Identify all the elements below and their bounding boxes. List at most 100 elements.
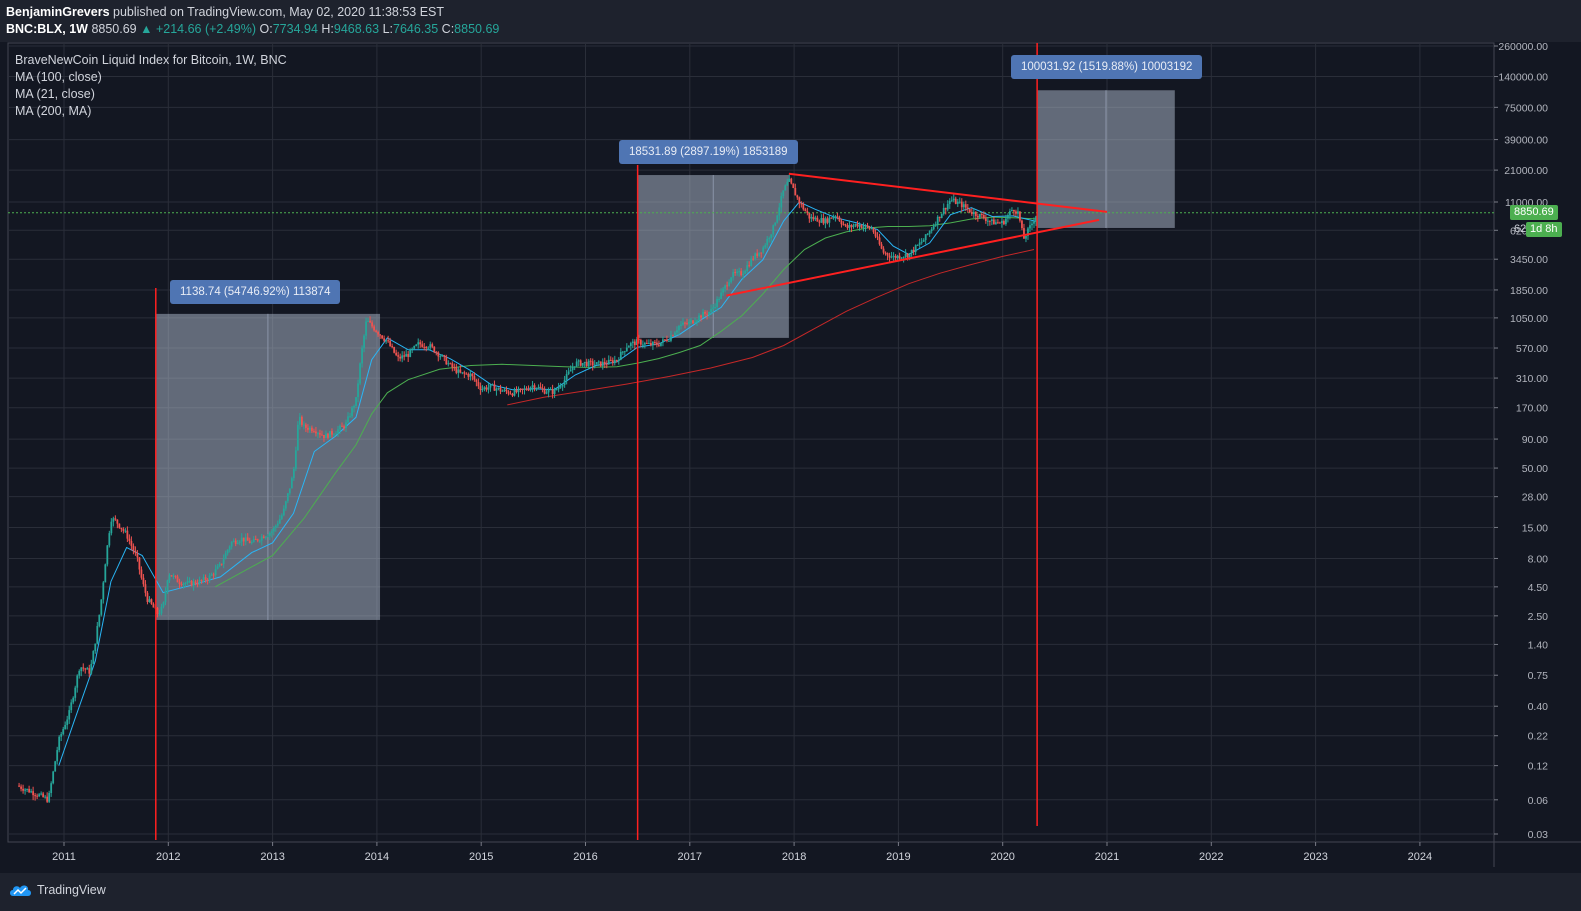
candle-body (1003, 220, 1005, 225)
candle-body (487, 387, 490, 390)
candle-body (373, 326, 375, 331)
candle-body (718, 298, 720, 300)
y-tick-label: 2.50 (1528, 611, 1549, 623)
x-tick-label: 2014 (365, 851, 389, 863)
candle-body (754, 253, 757, 260)
candle-body (319, 433, 321, 435)
candle-body (499, 387, 502, 392)
candle-body (124, 530, 127, 532)
candle-body (252, 538, 255, 542)
candle-body (230, 542, 233, 547)
candle-body (639, 339, 642, 345)
candle-body (798, 197, 801, 204)
candle-body (525, 388, 528, 390)
candle-body (780, 196, 783, 208)
candle-body (660, 342, 662, 346)
candle-body (878, 237, 881, 245)
candle-body (668, 340, 670, 342)
candle-body (264, 536, 267, 539)
measure-label-3[interactable]: 100031.92 (1519.88%) 10003192 (1011, 55, 1203, 79)
candle-body (686, 323, 688, 325)
candle-body (998, 222, 1001, 224)
x-tick-label: 2012 (156, 851, 180, 863)
candle-body (527, 389, 530, 391)
y-tick-label: 0.22 (1528, 731, 1549, 743)
candle-body (996, 222, 999, 224)
candle-body (916, 244, 919, 246)
candle-body (467, 373, 470, 377)
legend-title[interactable]: BraveNewCoin Liquid Index for Bitcoin, 1… (15, 53, 287, 67)
candle-body (60, 734, 63, 737)
candle-body (758, 252, 761, 256)
tradingview-brand[interactable]: TradingView (8, 883, 106, 897)
candle-body (501, 390, 504, 392)
candle-body (270, 531, 273, 533)
candle-body (68, 710, 71, 720)
candle-body (890, 256, 893, 258)
candle-body (26, 788, 28, 790)
candle-body (160, 606, 163, 614)
y-tick-label: 0.40 (1528, 701, 1549, 713)
candle-body (116, 519, 119, 524)
candle-body (146, 592, 149, 602)
y-tick-label: 170.00 (1516, 403, 1548, 415)
candle-body (573, 366, 576, 368)
y-tick-label: 4.50 (1528, 582, 1549, 594)
candle-body (862, 226, 865, 228)
candle-body (158, 613, 161, 615)
candle-body (238, 541, 241, 543)
candle-body (854, 224, 857, 226)
candle-body (531, 385, 534, 388)
candle-body (609, 359, 612, 361)
legend-ma21[interactable]: MA (21, close) (15, 87, 95, 101)
candle-body (730, 277, 733, 283)
candle-body (353, 406, 355, 408)
candle-body (194, 581, 197, 584)
candle-body (922, 240, 925, 242)
candle-body (720, 292, 722, 299)
candle-body (304, 424, 307, 428)
author-name[interactable]: BenjaminGrevers (6, 5, 110, 19)
candle-body (742, 273, 745, 276)
candle-body (988, 220, 991, 222)
symbol-label[interactable]: BNC:BLX, 1W (6, 22, 88, 36)
candle-body (196, 583, 199, 585)
candle-body (850, 224, 853, 227)
candle-body (886, 253, 889, 256)
x-tick-label: 2017 (678, 851, 702, 863)
candle-body (397, 355, 400, 357)
candle-body (407, 354, 410, 357)
candle-body (617, 359, 620, 361)
candle-body (1033, 221, 1035, 224)
candle-body (962, 204, 965, 208)
candle-body (559, 386, 562, 388)
candle-body (726, 285, 729, 287)
candle-body (579, 360, 582, 366)
candle-body (766, 238, 769, 246)
candle-body (313, 431, 315, 433)
candle-body (776, 215, 779, 223)
candle-body (451, 363, 454, 368)
candle-body (940, 213, 943, 219)
candle-body (300, 416, 303, 425)
candle-body (114, 518, 117, 520)
candle-body (38, 794, 41, 797)
candle-body (611, 360, 614, 364)
measure-label-1[interactable]: 1138.74 (54746.92%) 113874 (170, 280, 341, 304)
candle-body (148, 599, 151, 602)
candle-body (475, 379, 478, 382)
candle-body (505, 389, 508, 392)
candle-body (517, 388, 520, 393)
candle-body (682, 322, 684, 325)
measure-label-2[interactable]: 18531.89 (2897.19%) 1853189 (619, 140, 798, 164)
legend-ma200[interactable]: MA (200, MA) (15, 104, 92, 118)
candle-body (98, 614, 101, 626)
candle-body (924, 234, 927, 241)
candle-body (970, 212, 973, 215)
candle-body (942, 207, 945, 214)
legend-ma100[interactable]: MA (100, close) (15, 70, 102, 84)
low-label: L: (382, 22, 393, 36)
candle-body (445, 356, 448, 365)
candle-body (738, 271, 741, 273)
